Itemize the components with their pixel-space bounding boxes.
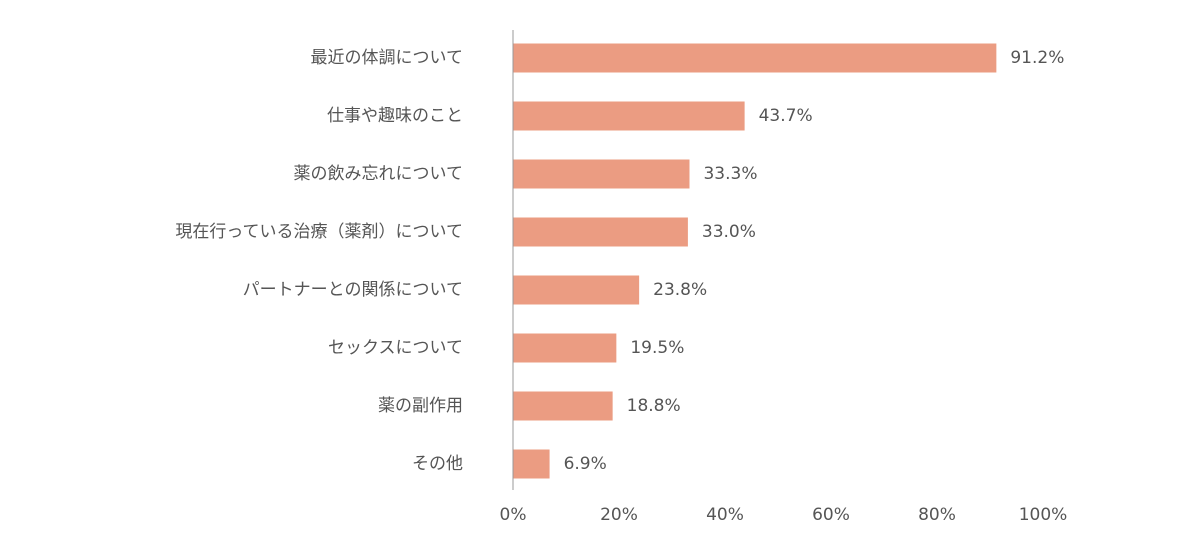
category-label: セックスについて xyxy=(328,338,463,358)
bar xyxy=(513,217,688,247)
bar xyxy=(513,275,640,305)
bar xyxy=(513,333,617,363)
bar-value-label: 18.8% xyxy=(627,396,681,416)
bar xyxy=(513,43,997,73)
bar-value-label: 23.8% xyxy=(653,280,707,300)
category-label: その他 xyxy=(412,454,463,474)
x-tick-label: 20% xyxy=(600,505,638,525)
bar-value-label: 6.9% xyxy=(564,454,607,474)
x-tick-label: 60% xyxy=(812,505,850,525)
bar xyxy=(513,391,613,421)
bar-value-label: 33.3% xyxy=(703,164,757,184)
category-label: 現在行っている治療（薬剤）について xyxy=(175,222,463,242)
x-tick-label: 80% xyxy=(918,505,956,525)
bar-value-label: 19.5% xyxy=(630,338,684,358)
x-tick-label: 100% xyxy=(1019,505,1068,525)
bar xyxy=(513,449,550,479)
x-tick-label: 0% xyxy=(500,505,527,525)
category-label: 最近の体調について xyxy=(311,48,464,68)
bar-value-label: 43.7% xyxy=(759,106,813,126)
x-axis-tick-labels: 0% 20% 40% 60% 80% 100% xyxy=(500,505,1068,525)
bar-value-label: 91.2% xyxy=(1010,48,1064,68)
bar xyxy=(513,159,690,189)
category-label: 仕事や趣味のこと xyxy=(327,106,463,126)
category-labels: 最近の体調について仕事や趣味のこと薬の飲み忘れについて現在行っている治療（薬剤）… xyxy=(175,48,463,474)
category-label: 薬の副作用 xyxy=(378,396,463,416)
value-labels: 91.2% 43.7% 33.3% 33.0% 23.8% 19.5% 18.8% 6.9% xyxy=(564,48,1065,474)
bars xyxy=(513,43,997,479)
bar xyxy=(513,101,745,131)
x-tick-label: 40% xyxy=(706,505,744,525)
category-label: パートナーとの関係について xyxy=(243,280,463,300)
bar-value-label: 33.0% xyxy=(702,222,756,242)
category-label: 薬の飲み忘れについて xyxy=(294,164,464,184)
